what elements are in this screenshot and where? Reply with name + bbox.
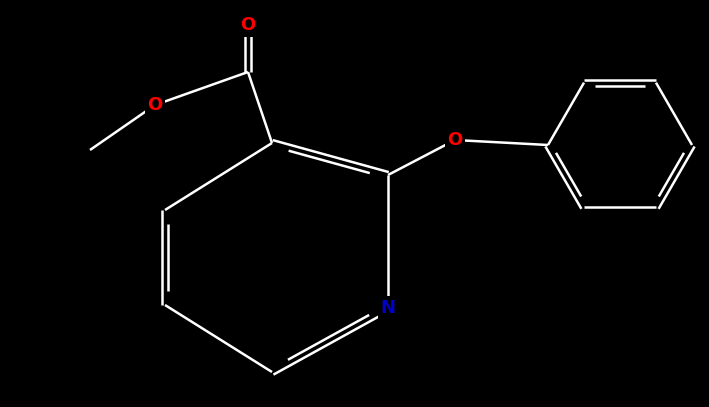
- Text: N: N: [381, 299, 396, 317]
- Text: O: O: [447, 131, 463, 149]
- Text: O: O: [240, 16, 256, 34]
- Text: O: O: [147, 96, 162, 114]
